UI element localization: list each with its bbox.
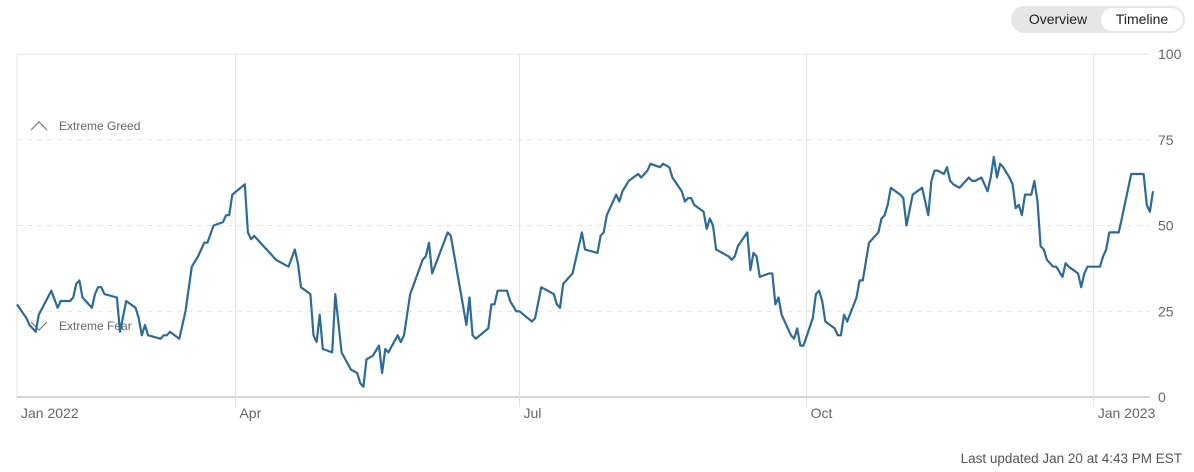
y-tick-label: 75 bbox=[1158, 132, 1174, 148]
band-label: Extreme Greed bbox=[59, 119, 140, 133]
chevron-down-icon bbox=[30, 321, 48, 331]
x-tick-label: Apr bbox=[239, 405, 261, 421]
y-tick-label: 25 bbox=[1158, 303, 1174, 319]
last-updated-text: Last updated Jan 20 at 4:43 PM EST bbox=[960, 451, 1182, 466]
y-tick-label: 50 bbox=[1158, 218, 1174, 234]
timeline-toggle-button[interactable]: Timeline bbox=[1101, 8, 1183, 31]
y-tick-label: 0 bbox=[1158, 389, 1166, 405]
x-tick-label: Jul bbox=[523, 405, 541, 421]
y-tick-label: 100 bbox=[1158, 46, 1182, 62]
x-tick-label: Jan 2023 bbox=[1098, 405, 1156, 421]
overview-toggle-button[interactable]: Overview bbox=[1028, 11, 1088, 27]
fear-greed-line bbox=[16, 155, 1155, 388]
x-tick-label: Jan 2022 bbox=[21, 405, 79, 421]
band-label: Extreme Fear bbox=[59, 319, 132, 333]
view-toggle: Overview Timeline bbox=[1011, 6, 1185, 33]
x-tick-label: Oct bbox=[811, 405, 833, 421]
fear-greed-timeline-chart: 0 25 50 75 100 Jan 2022 Apr Jul Oct Jan 2023 Extre… bbox=[16, 46, 1182, 421]
chevron-up-icon bbox=[30, 121, 48, 131]
